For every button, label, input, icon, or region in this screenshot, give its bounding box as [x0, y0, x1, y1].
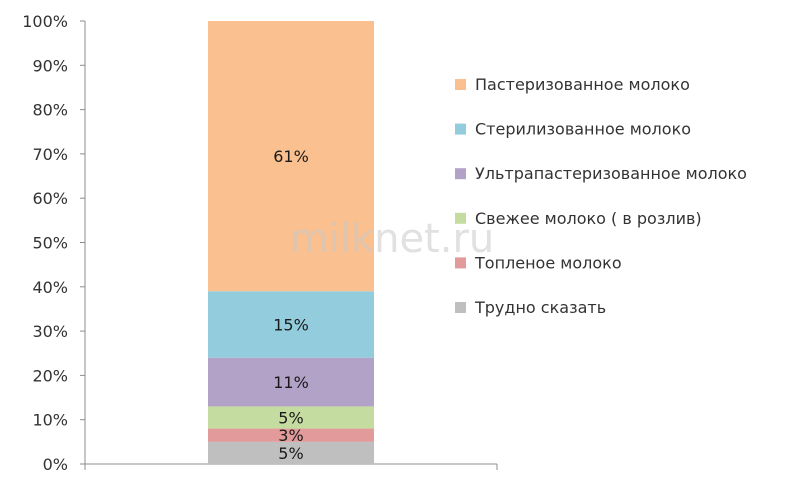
- data-label: 15%: [273, 315, 309, 334]
- bar-segment: [208, 441, 374, 464]
- bar-segment: [208, 406, 374, 429]
- legend-swatch: [455, 212, 466, 224]
- legend-swatch: [455, 257, 466, 269]
- legend-swatch: [455, 79, 466, 90]
- legend-swatch: [455, 123, 466, 135]
- data-label: 61%: [273, 147, 309, 166]
- legend-label: Ультрапастеризованное молоко: [475, 164, 747, 183]
- legend-label: Стерилизованное молоко: [475, 120, 691, 139]
- legend: Пастеризованное молоко Стерилизованное мо…: [455, 75, 747, 317]
- y-tick-label: 50%: [32, 234, 68, 253]
- y-tick-label: 90%: [32, 56, 68, 75]
- data-label: 11%: [273, 373, 309, 392]
- y-tick-label: 20%: [32, 366, 68, 385]
- data-labels: 5%3%5% 11% 15% 61%: [273, 147, 309, 463]
- y-tick-label: 80%: [32, 101, 68, 120]
- y-tick-label: 30%: [32, 322, 68, 341]
- bar-segment: [208, 428, 374, 442]
- watermark-text: milknet.ru: [290, 216, 495, 262]
- bar-stack: [208, 21, 374, 464]
- legend-label: Топленое молоко: [474, 253, 622, 272]
- data-label: 3%: [278, 426, 303, 445]
- y-tick-label: 60%: [32, 189, 68, 208]
- bar-segment: [208, 21, 374, 292]
- y-tick-label: 10%: [32, 411, 68, 430]
- y-tick-label: 40%: [32, 278, 68, 297]
- bar-segment: [208, 357, 374, 407]
- legend-label: Пастеризованное молоко: [475, 75, 690, 94]
- legend-label: Трудно сказать: [474, 298, 606, 317]
- y-axis: 0% 10% 20% 30% 40% 50% 60% 70% 80% 90% 100%: [22, 12, 498, 474]
- y-tick-label: 0%: [43, 455, 68, 474]
- legend-label: Свежее молоко ( в розлив): [475, 209, 702, 228]
- data-label: 5%: [278, 408, 303, 427]
- data-label: 5%: [278, 444, 303, 463]
- legend-swatch: [455, 168, 466, 180]
- bar-segment: [208, 291, 374, 358]
- y-tick-label: 70%: [32, 145, 68, 164]
- legend-swatch: [455, 302, 466, 313]
- y-tick-label: 100%: [22, 12, 68, 31]
